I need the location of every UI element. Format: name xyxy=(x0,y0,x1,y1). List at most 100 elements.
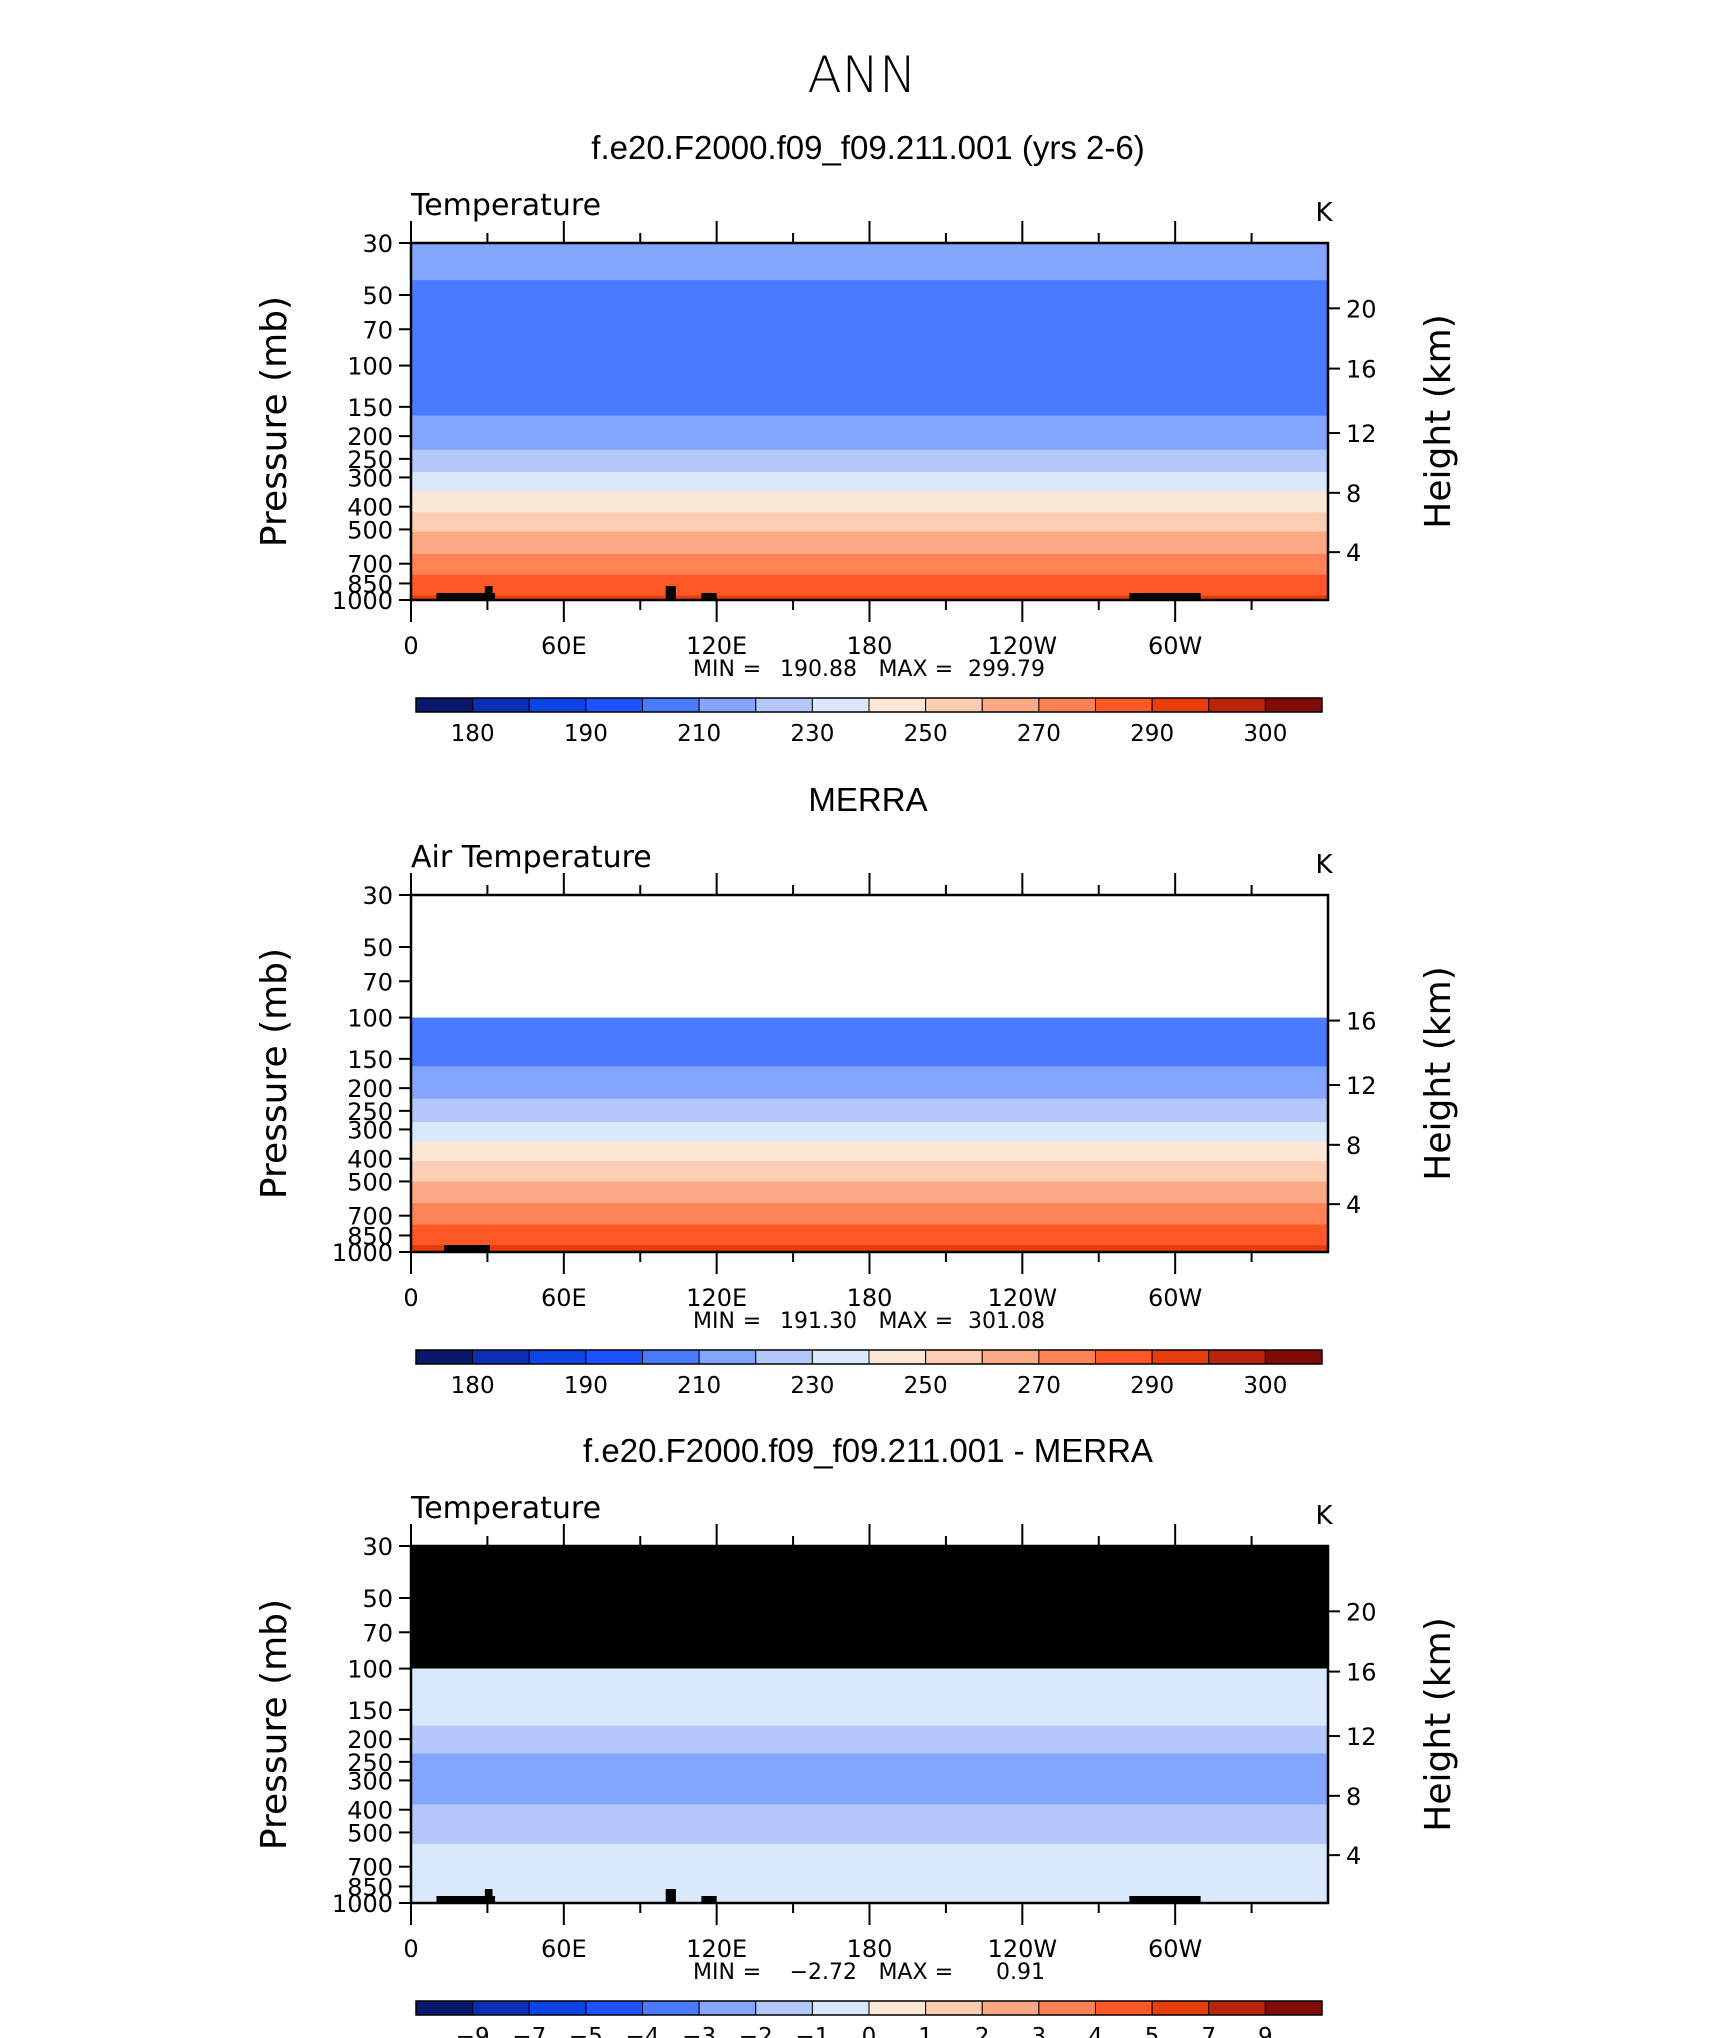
y-right-tick-label: 12 xyxy=(1346,420,1377,448)
colorbar-swatch xyxy=(528,1349,587,1365)
colorbar-label: 2 xyxy=(975,2024,990,2038)
topography-block xyxy=(665,586,676,600)
colorbar-label: 250 xyxy=(904,721,948,747)
units-label: K xyxy=(1315,850,1333,880)
y-tick-label: 50 xyxy=(362,1585,393,1613)
colorbar-swatch xyxy=(868,2000,927,2016)
colorbar-label: 230 xyxy=(790,721,834,747)
colorbar-label: −5 xyxy=(569,2024,603,2038)
contour-band xyxy=(411,1181,1328,1204)
colorbar-label: 4 xyxy=(1088,2024,1103,2038)
x-tick-label: 60W xyxy=(1148,1284,1202,1312)
max-equals: = xyxy=(935,657,953,682)
colorbar-swatch xyxy=(1095,2000,1153,2016)
contour-band xyxy=(411,1161,1328,1183)
y-tick-label: 150 xyxy=(347,1046,393,1074)
colorbar-label: 9 xyxy=(1258,2024,1273,2038)
y-right-tick-label: 4 xyxy=(1346,1191,1361,1219)
colorbar-label: 180 xyxy=(451,721,495,747)
x-tick-label: 0 xyxy=(403,632,418,660)
x-tick-label: 120E xyxy=(686,1935,747,1963)
y-right-tick-label: 20 xyxy=(1346,1598,1377,1626)
y-tick-label: 200 xyxy=(347,1075,393,1103)
contour-band xyxy=(411,1098,1328,1123)
topography-block xyxy=(665,1889,676,1903)
colorbar-label: 270 xyxy=(1017,721,1061,747)
colorbar-swatch xyxy=(868,1349,927,1365)
min-equals: = xyxy=(743,1960,761,1985)
y-right-tick-label: 12 xyxy=(1346,1072,1377,1100)
y-tick-label: 70 xyxy=(362,316,393,344)
y-tick-label: 200 xyxy=(347,1726,393,1754)
x-tick-label: 0 xyxy=(403,1284,418,1312)
y-axis-title: Pressure (mb) xyxy=(254,1599,295,1850)
min-label: MIN xyxy=(693,1960,735,1985)
panel-3: f.e20.F2000.f09_f09.211.001 - MERRA Tempe… xyxy=(254,1432,1459,2038)
y-tick-label: 700 xyxy=(347,1203,393,1231)
colorbar-swatch xyxy=(811,2000,870,2016)
colorbar-swatch xyxy=(528,697,587,713)
colorbar-label: 210 xyxy=(677,721,721,747)
panel-title: f.e20.F2000.f09_f09.211.001 - MERRA xyxy=(583,1432,1153,1469)
variable-label: Temperature xyxy=(410,188,601,223)
y-tick-label: 400 xyxy=(347,1797,393,1825)
topography-block xyxy=(436,593,496,600)
y-tick-label: 30 xyxy=(362,1533,393,1561)
colorbar: 180 190 210 230 250 270 290 300 xyxy=(415,697,1323,747)
colorbar-swatch xyxy=(755,1349,813,1365)
panel-title: f.e20.F2000.f09_f09.211.001 (yrs 2-6) xyxy=(591,129,1144,166)
contour-band xyxy=(411,1804,1328,1844)
colorbar-swatch xyxy=(868,697,927,713)
colorbar-swatch xyxy=(698,697,757,713)
max-value: 299.79 xyxy=(968,657,1045,682)
colorbar-swatch xyxy=(528,2000,587,2016)
y-tick-label: 700 xyxy=(347,1854,393,1882)
y-tick-label: 850 xyxy=(347,1222,393,1250)
y-tick-label: 1000 xyxy=(332,1239,393,1267)
contour-band xyxy=(411,1203,1328,1226)
y-tick-label: 300 xyxy=(347,1116,393,1144)
contour-band xyxy=(411,449,1328,473)
y-tick-label: 200 xyxy=(347,423,393,451)
colorbar-frame xyxy=(415,697,1323,713)
y-tick-label: 500 xyxy=(347,516,393,544)
min-label: MIN xyxy=(693,1309,735,1334)
topography-block xyxy=(436,1896,496,1903)
colorbar-swatch xyxy=(1208,1349,1266,1365)
colorbar-swatch xyxy=(755,2000,813,2016)
colorbar-label: 300 xyxy=(1243,721,1287,747)
colorbar-swatch xyxy=(642,2000,700,2016)
missing-data-region xyxy=(411,1546,1328,1669)
contour-band xyxy=(411,595,1328,601)
min-value: 190.88 xyxy=(780,657,857,682)
colorbar-swatch xyxy=(1208,697,1266,713)
colorbar-label: −7 xyxy=(512,2024,546,2038)
x-tick-label: 180 xyxy=(847,632,893,660)
y-right-axis-title: Height (km) xyxy=(1418,314,1459,528)
colorbar: −9 −7 −5 −4 −3 −2 −1 0 1 2 3 4 5 7 9 xyxy=(415,2000,1323,2038)
max-equals: = xyxy=(935,1309,953,1334)
y-tick-label: 300 xyxy=(347,464,393,492)
y-tick-label: 1000 xyxy=(332,587,393,615)
colorbar-label: −3 xyxy=(682,2024,716,2038)
colorbar-swatch xyxy=(472,697,530,713)
max-equals: = xyxy=(935,1960,953,1985)
units-label: K xyxy=(1315,198,1333,228)
y-tick-label: 400 xyxy=(347,1146,393,1174)
topography-block xyxy=(701,1896,717,1903)
y-tick-label: 1000 xyxy=(332,1890,393,1918)
contour-band xyxy=(411,1224,1328,1246)
colorbar-swatch xyxy=(1095,1349,1153,1365)
colorbar-swatch xyxy=(472,2000,530,2016)
colorbar-swatch xyxy=(472,1349,530,1365)
colorbar-swatch xyxy=(1264,1349,1323,1365)
x-tick-label: 60E xyxy=(541,1935,587,1963)
colorbar-label: 230 xyxy=(790,1373,834,1399)
contour-band xyxy=(411,280,1328,417)
max-label: MAX xyxy=(878,1309,927,1334)
topography-block xyxy=(701,593,717,600)
missing-data-region xyxy=(411,895,1328,1018)
colorbar-label: 1 xyxy=(918,2024,933,2038)
colorbar-swatch xyxy=(981,2000,1040,2016)
contour-band xyxy=(411,531,1328,555)
